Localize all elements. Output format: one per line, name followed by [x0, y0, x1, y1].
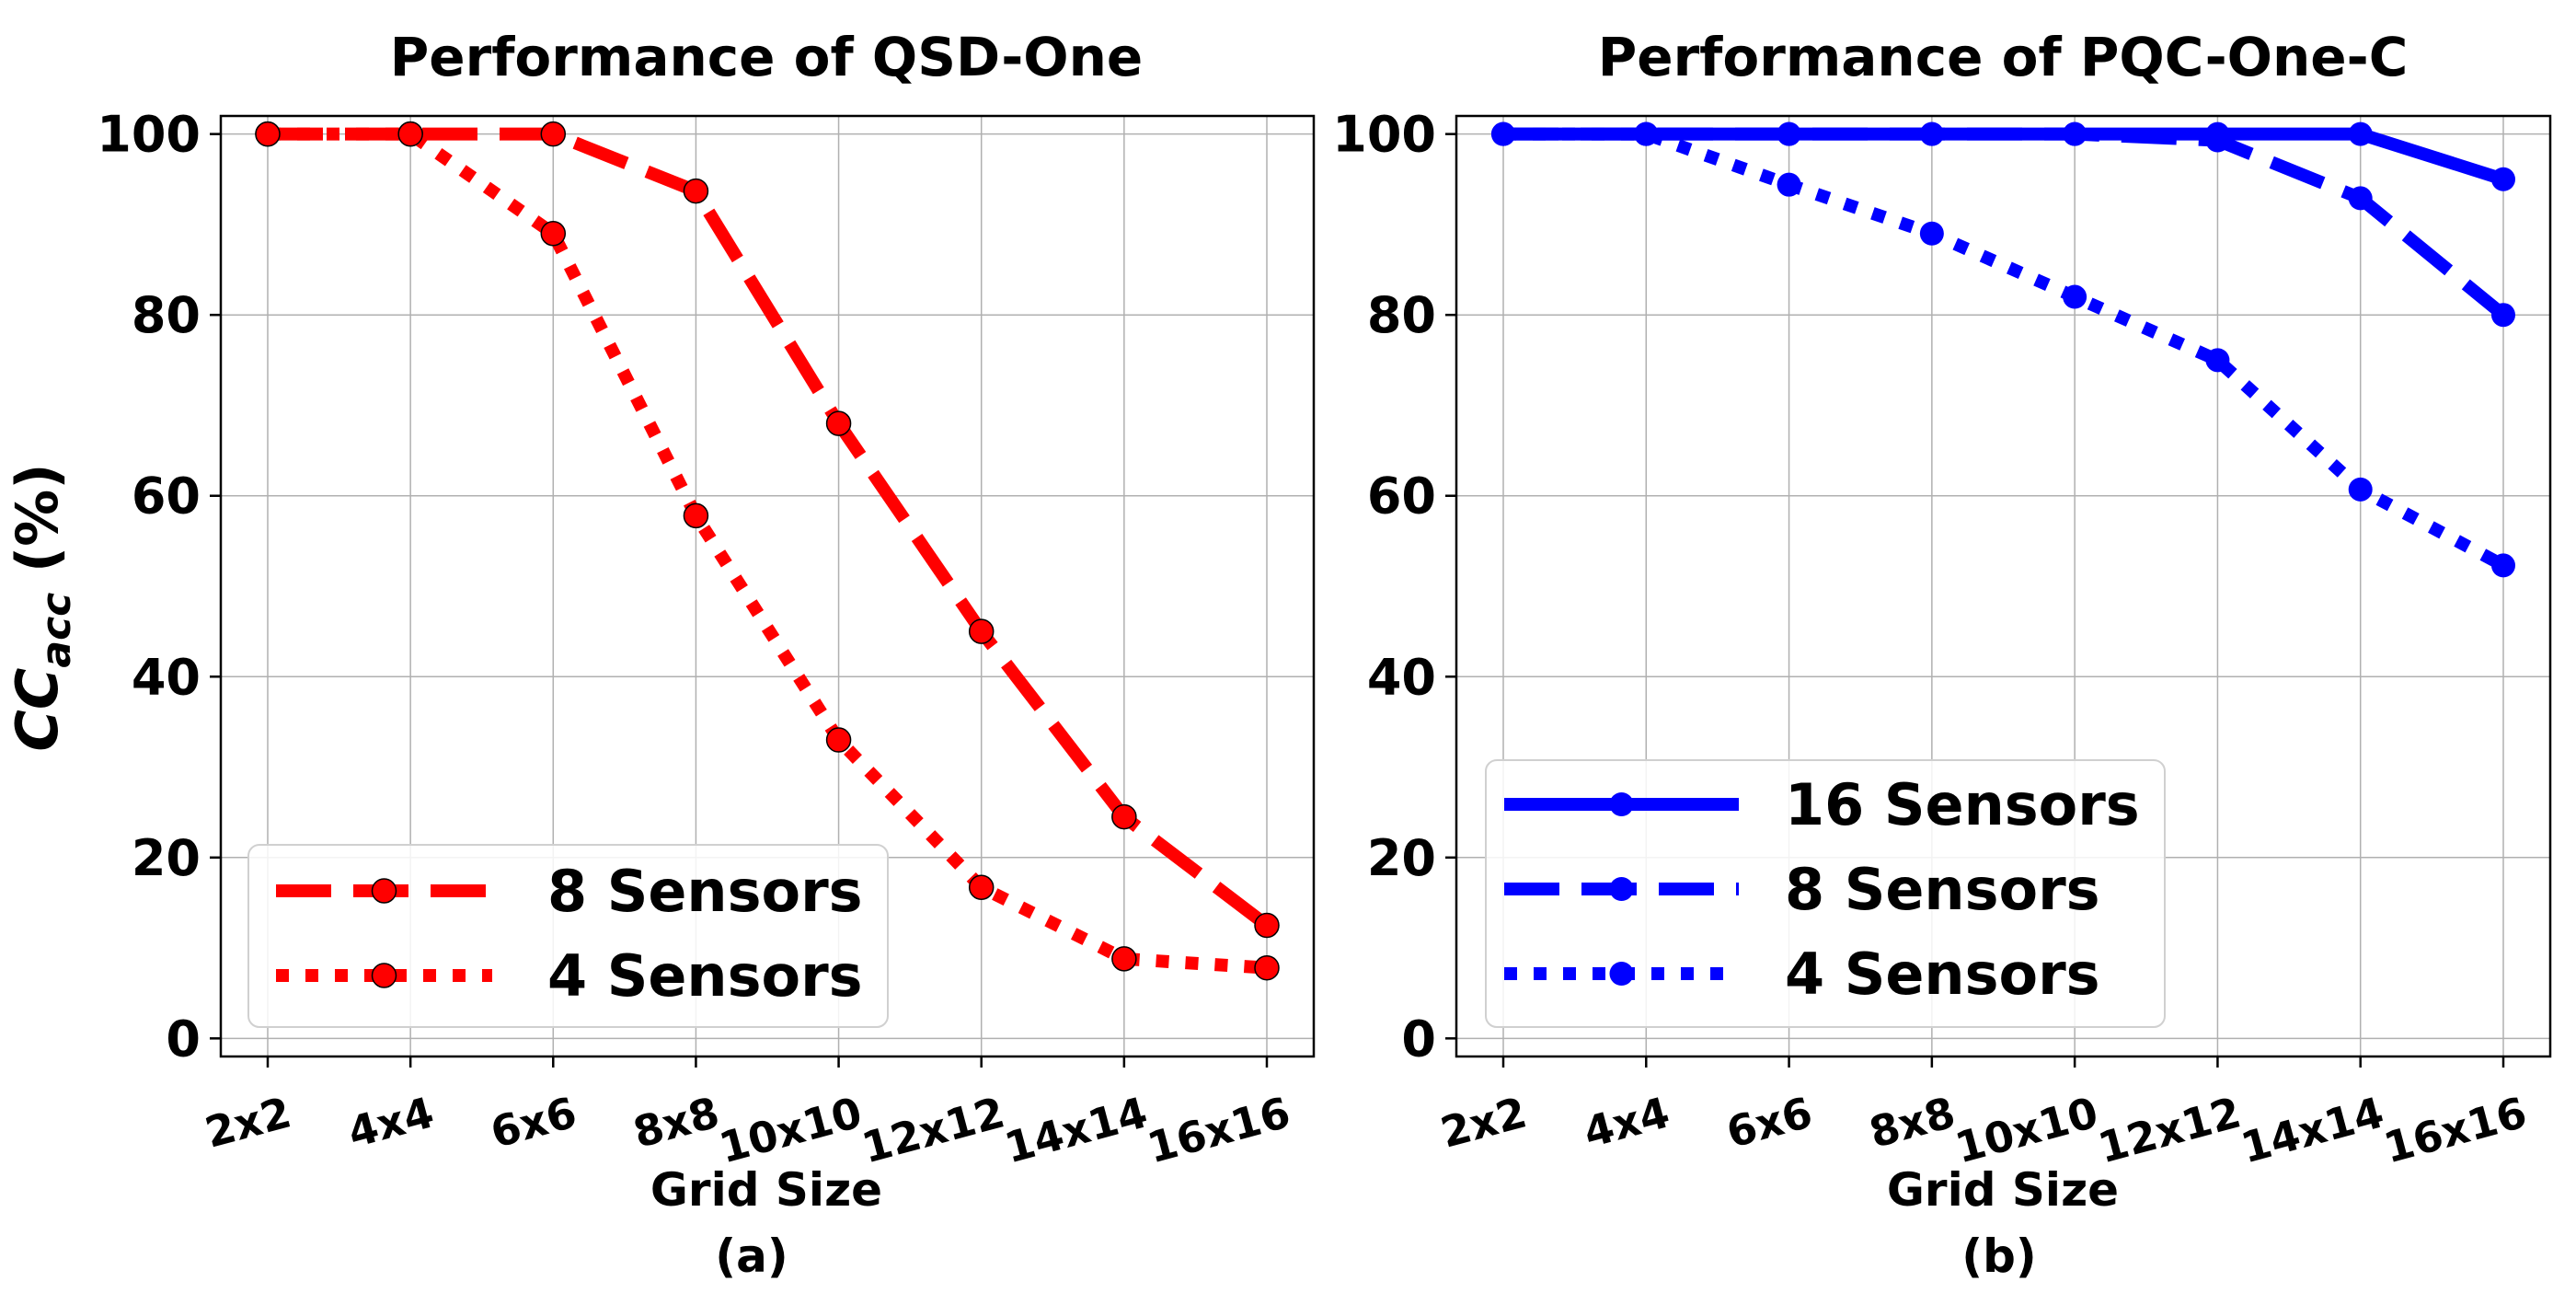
legend-box — [1485, 759, 2166, 1028]
y-tick-label: 60 — [132, 468, 201, 525]
x-tick-label: 12x12 — [2093, 1087, 2246, 1172]
x-tick-label: 6x6 — [486, 1087, 581, 1157]
ylabel-suffix: (%) — [4, 463, 71, 592]
data-point — [683, 502, 709, 529]
data-point — [2491, 303, 2515, 328]
legend-sample-marker — [371, 878, 397, 904]
ylabel-subscript: acc — [33, 593, 80, 668]
y-tick-label: 100 — [97, 106, 201, 164]
y-tick-label: 60 — [1367, 468, 1436, 525]
data-point — [2348, 186, 2373, 211]
data-point — [1777, 121, 1801, 146]
legend-label: 8 Sensors — [1785, 856, 2100, 923]
legend-label: 8 Sensors — [547, 858, 863, 925]
plot-frame — [1455, 114, 2552, 1058]
ylabel-main: CC — [4, 668, 71, 752]
x-tick-label: 4x4 — [1579, 1087, 1674, 1157]
data-point — [540, 221, 567, 247]
chart-a: 0 20 40 60 80 100 2x2 4x4 6x6 8x810x1012x1214x141… — [97, 106, 1316, 1172]
y-tick-label: 80 — [132, 286, 201, 344]
y-tick-label: 0 — [1401, 1010, 1436, 1068]
series-line — [268, 127, 1268, 975]
legend-sample-marker — [1609, 792, 1634, 816]
legend-sample-marker — [1609, 962, 1634, 986]
y-tick-label: 0 — [166, 1010, 201, 1068]
x-tick-label: 14x14 — [999, 1087, 1152, 1172]
legend-sample-marker — [1609, 877, 1634, 901]
chart-a-xlabel: Grid Size — [650, 1163, 882, 1217]
y-tick-label: 20 — [132, 829, 201, 887]
x-tick-label: 12x12 — [857, 1087, 1009, 1172]
x-tick-label: 4x4 — [343, 1087, 439, 1157]
x-tick-label: 6x6 — [1721, 1087, 1817, 1157]
data-point — [968, 618, 995, 644]
x-tick-label: 14x14 — [2236, 1087, 2388, 1172]
data-point — [2348, 121, 2373, 146]
y-tick-label: 40 — [1367, 648, 1436, 706]
plot-frame — [219, 114, 1316, 1058]
x-tick-label: 10x10 — [1950, 1087, 2103, 1172]
y-tick-label: 80 — [1367, 286, 1436, 344]
data-point — [2491, 553, 2515, 578]
x-tick-label: 10x10 — [714, 1087, 867, 1172]
data-point — [2205, 128, 2230, 153]
data-point — [2491, 167, 2515, 191]
y-tick-label: 100 — [1332, 106, 1436, 164]
chart-a-ylabel: CCacc (%) — [4, 463, 80, 751]
data-point — [2205, 348, 2230, 373]
chart-b-title: Performance of PQC-One-C — [1598, 26, 2409, 88]
x-tick-label: 2x2 — [1435, 1087, 1531, 1157]
x-tick-label: 8x8 — [628, 1087, 724, 1157]
chart-a-panel-label: (a) — [715, 1230, 788, 1283]
x-tick-label: 2x2 — [200, 1087, 295, 1157]
data-point — [1111, 803, 1137, 830]
data-point — [1111, 946, 1137, 972]
data-point — [397, 121, 423, 147]
data-point — [1254, 954, 1280, 981]
series-line — [1503, 127, 2508, 320]
data-point — [255, 121, 281, 147]
data-point — [968, 874, 995, 900]
chart-b-xlabel: Grid Size — [1887, 1163, 2119, 1217]
data-point — [2063, 284, 2087, 309]
legend-sample-marker — [371, 963, 397, 988]
legend-label: 16 Sensors — [1785, 771, 2140, 838]
data-point — [825, 727, 852, 753]
x-tick-label: 16x16 — [1143, 1087, 1295, 1172]
data-point — [1491, 121, 1515, 146]
data-point — [1919, 121, 1944, 146]
data-point — [2063, 121, 2087, 146]
data-point — [2348, 477, 2373, 502]
y-tick-label: 20 — [1367, 829, 1436, 887]
data-point — [540, 121, 567, 147]
legend-label: 4 Sensors — [547, 942, 863, 1010]
data-point — [1254, 912, 1280, 939]
x-tick-label: 16x16 — [2379, 1087, 2532, 1172]
chart-a-title: Performance of QSD-One — [390, 26, 1144, 88]
y-tick-label: 40 — [132, 648, 201, 706]
chart-b-panel-label: (b) — [1961, 1230, 2037, 1283]
data-point — [1777, 172, 1801, 197]
legend-label: 4 Sensors — [1785, 941, 2100, 1008]
data-point — [825, 410, 852, 436]
data-point — [1919, 221, 1944, 246]
data-point — [1634, 121, 1659, 146]
series-line — [268, 127, 1271, 931]
data-point — [683, 178, 709, 204]
x-tick-label: 8x8 — [1864, 1087, 1960, 1157]
series-line — [1503, 127, 2507, 571]
